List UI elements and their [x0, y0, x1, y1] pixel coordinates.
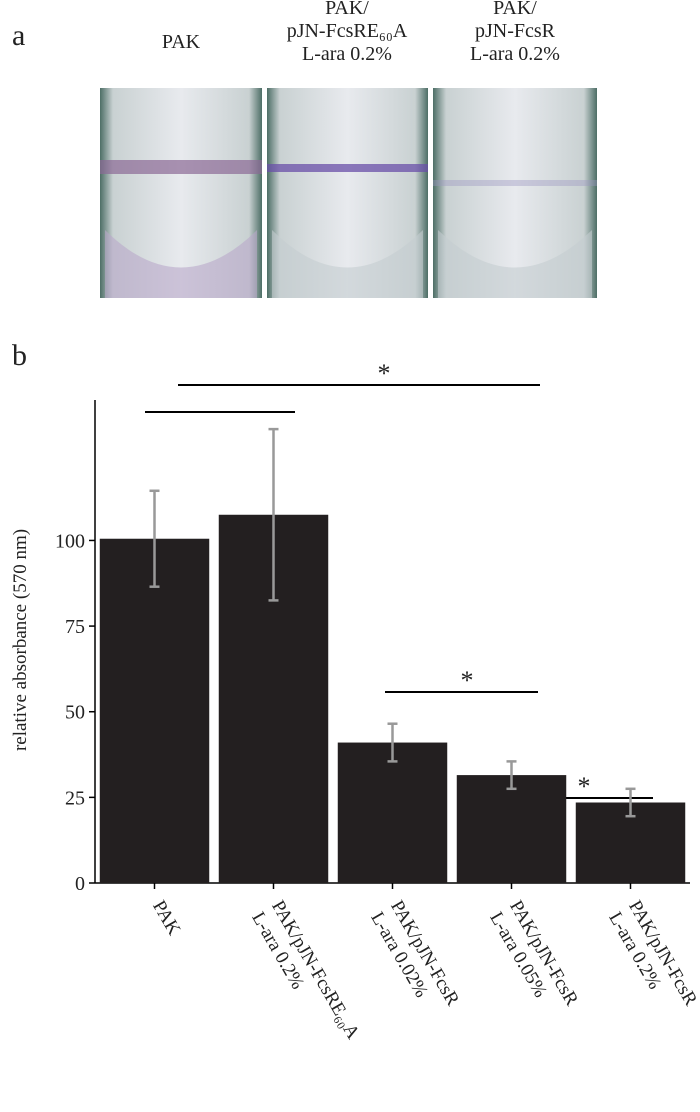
tube-label: pJN-FcsRE₆₀A — [287, 20, 408, 42]
stain-ring — [433, 180, 597, 186]
significance-star: * — [461, 666, 474, 695]
tube-label: PAK/ — [325, 0, 369, 19]
significance-star: * — [378, 359, 391, 388]
y-tick-label: 100 — [55, 530, 85, 552]
photo-panel — [100, 88, 597, 298]
error-bar — [506, 760, 517, 791]
tube-label: pJN-FcsR — [475, 20, 556, 42]
y-tick-label: 25 — [65, 787, 85, 809]
significance-star: * — [578, 772, 591, 801]
error-bar — [149, 489, 160, 588]
significance-lines — [145, 384, 653, 799]
bar — [99, 538, 210, 883]
y-tick-label: 50 — [65, 702, 85, 724]
y-tick-label: 75 — [65, 616, 85, 638]
panel-label: b — [12, 339, 27, 372]
stain-ring — [267, 164, 428, 172]
x-tick-label: PAK — [148, 897, 184, 939]
error-bar — [268, 427, 279, 602]
x-tick-label-group: PAK — [148, 897, 184, 939]
panel-label: a — [12, 19, 25, 52]
tube-label: L-ara 0.2% — [470, 43, 560, 65]
tube-bottom — [272, 230, 423, 298]
tube-label: L-ara 0.2% — [302, 43, 392, 65]
y-axis-label: relative absorbance (570 nm) — [10, 529, 31, 751]
error-bar — [387, 722, 398, 763]
tube-label: PAK/ — [493, 0, 537, 19]
error-bar — [625, 787, 636, 818]
tube-label: PAK — [162, 31, 201, 53]
tube-bottom — [105, 230, 257, 298]
bar — [337, 742, 448, 883]
stain-ring — [100, 160, 262, 174]
y-tick-label: 0 — [75, 873, 85, 895]
tube-bottom — [438, 230, 592, 298]
bar — [456, 775, 567, 883]
